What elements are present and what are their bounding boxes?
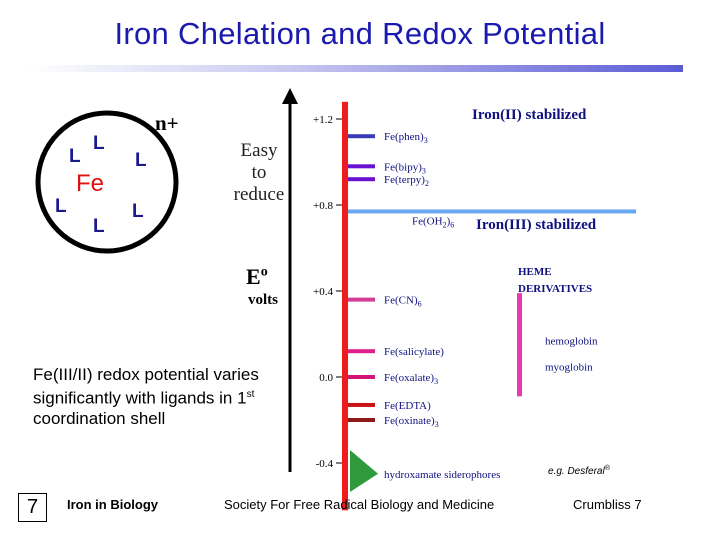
complex-bar-4 [348, 297, 375, 302]
y-tick-label: 0.0 [319, 372, 333, 384]
ligand-6: L [93, 216, 105, 237]
siderophore-triangle [350, 450, 378, 492]
ligand-3: L [135, 150, 147, 171]
heme-label-0: hemoglobin [545, 335, 598, 347]
y-axis-arrowhead [282, 88, 298, 104]
iron3-stabilized-label: Iron(III) stabilized [476, 217, 597, 233]
easy-word: Easy [240, 140, 278, 161]
complex-bar-8 [348, 418, 375, 422]
complex-bar-3 [348, 209, 636, 214]
heme-header-line1: HEME [518, 266, 552, 278]
complex-label-5: Fe(salicylate) [384, 346, 444, 358]
footer-center: Society For Free Radical Biology and Med… [224, 497, 495, 512]
complex-bar-0 [348, 134, 375, 139]
complex-bar-5 [348, 349, 375, 354]
complex-label-2: Fe(terpy)2 [384, 174, 429, 188]
e-potential-label: Eo [246, 264, 268, 290]
y-tick-label: -0.4 [316, 458, 334, 470]
complex-bar-7 [348, 402, 375, 407]
ligand-5: L [132, 201, 144, 222]
body-text-end: coordination shell [33, 408, 166, 428]
title-underline [28, 65, 683, 72]
e-symbol: E [246, 264, 261, 289]
fe-complex-diagram: L L L L L L Fe n+ [30, 108, 230, 258]
to-word: to [251, 162, 267, 183]
complex-label-8: Fe(oxinate)3 [384, 415, 439, 429]
charge-label: n+ [155, 111, 179, 135]
y-tick-label: +0.4 [313, 286, 333, 298]
iron-center: Fe [76, 170, 105, 197]
ligand-2: L [69, 146, 81, 167]
complex-bar-2 [348, 177, 375, 182]
desferal-label: e.g. Desferal® [548, 464, 611, 477]
coordination-circle [35, 110, 179, 254]
redox-description: Fe(III/II) redox potential varies signif… [33, 365, 298, 429]
red-scale-bar [342, 101, 348, 511]
slide-title: Iron Chelation and Redox Potential [114, 16, 606, 51]
complex-bar-1 [348, 164, 375, 169]
complex-bar-6 [348, 375, 375, 379]
body-text: Fe(III/II) redox potential varies signif… [33, 365, 259, 408]
y-tick-label: +0.8 [313, 200, 333, 212]
volts-label: volts [248, 292, 278, 308]
body-superscript: st [246, 389, 255, 400]
complex-label-0: Fe(phen)3 [384, 131, 428, 145]
complex-label-4: Fe(CN)6 [384, 295, 422, 309]
complex-label-7: Fe(EDTA) [384, 400, 431, 412]
ligand-1: L [93, 133, 105, 154]
y-tick-label: +1.2 [313, 114, 333, 126]
e-superscript: o [260, 264, 268, 280]
complex-label-6: Fe(oxalate)3 [384, 372, 438, 386]
footer-left: Iron in Biology [67, 497, 158, 512]
complex-label-1: Fe(bipy)3 [384, 161, 426, 175]
heme-header-line2: DERIVATIVES [518, 283, 592, 295]
heme-range-bar [517, 293, 522, 397]
heme-label-1: myoglobin [545, 361, 593, 373]
slide-number-box: 7 [18, 493, 47, 522]
footer-right: Crumbliss 7 [573, 497, 642, 512]
siderophore-label: hydroxamate siderophores [384, 469, 500, 481]
iron2-stabilized-label: Iron(II) stabilized [472, 107, 587, 123]
easy-to-reduce-label: Easy to reduce [225, 140, 293, 206]
reduce-word: reduce [233, 184, 285, 205]
ligand-4: L [55, 196, 67, 217]
complex-label-3: Fe(OH2)6 [412, 215, 454, 229]
